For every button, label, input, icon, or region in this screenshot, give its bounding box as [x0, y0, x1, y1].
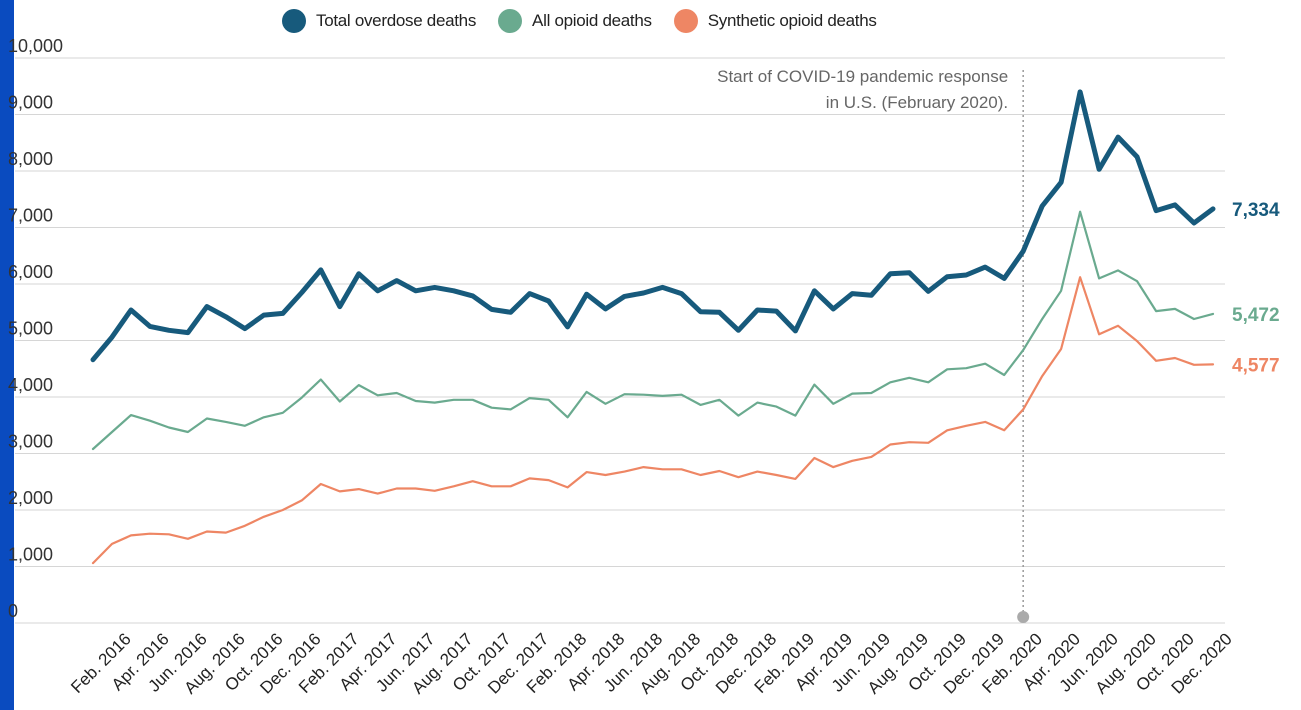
y-tick-label: 10,000 — [8, 36, 63, 56]
legend-item-all-opioid: All opioid deaths — [498, 9, 652, 33]
y-tick-label: 1,000 — [8, 545, 53, 565]
y-tick-label: 7,000 — [8, 206, 53, 226]
y-tick-label: 0 — [8, 601, 18, 621]
legend-swatch-synthetic — [673, 9, 698, 33]
legend-label-all-opioid: All opioid deaths — [532, 11, 652, 30]
series-end-label: 5,472 — [1232, 305, 1280, 326]
series-line-3 — [91, 276, 1215, 565]
y-tick-label: 2,000 — [8, 488, 53, 508]
legend-swatch-total — [282, 9, 306, 33]
y-axis-ticks: 0 1,000 2,000 3,000 4,000 5,000 6,000 7,000 8,00… — [8, 36, 63, 621]
y-tick-label: 6,000 — [8, 262, 53, 282]
legend-item-total: Total overdose deaths — [282, 9, 476, 33]
legend-item-synthetic: Synthetic opioid deaths — [673, 9, 877, 33]
gridlines — [15, 57, 1225, 624]
annotation-line-1: Start of COVID-19 pandemic response — [717, 67, 1008, 86]
y-tick-label: 3,000 — [8, 432, 53, 452]
series-line-1 — [90, 89, 1216, 363]
legend-label-total: Total overdose deaths — [316, 11, 477, 30]
covid-annotation: Start of COVID-19 pandemic response in U… — [717, 67, 1030, 623]
series-line-2 — [91, 210, 1215, 451]
series-end-label: 4,577 — [1232, 355, 1280, 376]
y-tick-label: 9,000 — [8, 93, 53, 113]
series-lines — [90, 89, 1216, 565]
legend-label-synthetic: Synthetic opioid deaths — [707, 11, 877, 30]
y-tick-label: 4,000 — [8, 375, 53, 395]
series-end-label: 7,334 — [1232, 200, 1280, 221]
covid-marker-dot — [1017, 611, 1030, 623]
y-tick-label: 8,000 — [8, 149, 53, 169]
left-accent-bar — [0, 0, 14, 710]
legend-swatch-all-opioid — [498, 9, 523, 33]
chart-legend: Total overdose deaths All opioid deaths … — [282, 6, 877, 36]
annotation-line-2: in U.S. (February 2020). — [826, 93, 1008, 112]
y-tick-label: 5,000 — [8, 319, 53, 339]
end-labels: 7,334 5,472 4,577 — [1232, 200, 1280, 377]
